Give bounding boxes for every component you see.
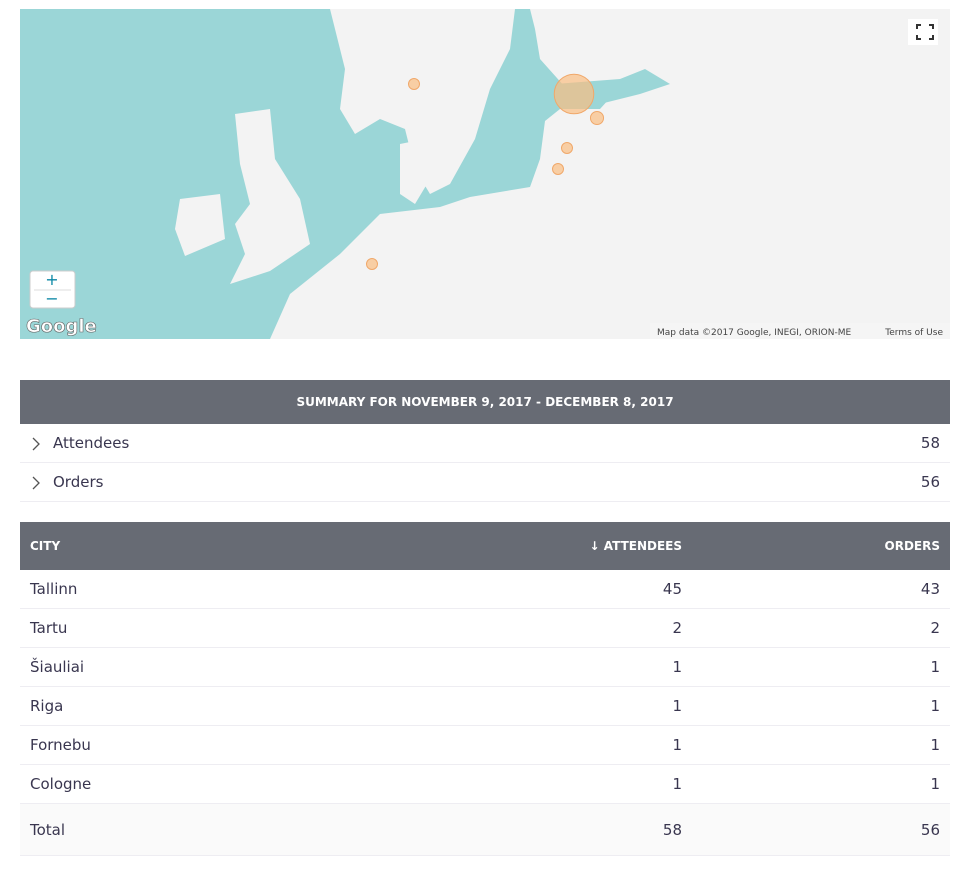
attendees: 1 <box>672 736 682 754</box>
fullscreen-button[interactable] <box>908 19 938 45</box>
terms-link[interactable]: Terms of Use <box>884 328 943 338</box>
city: Total <box>30 820 66 839</box>
attendees: 45 <box>662 580 682 598</box>
city-bubble[interactable] <box>589 110 605 126</box>
summary-header: SUMMARY FOR NOVEMBER 9, 2017 - DECEMBER … <box>20 380 950 424</box>
summary-value: 56 <box>920 473 940 491</box>
header-attendees[interactable]: ↓ ATTENDEES <box>589 539 682 553</box>
chevron-path <box>32 476 40 490</box>
attendees: 1 <box>672 697 682 715</box>
city-row: Šiauliai 1 1 <box>20 648 950 687</box>
city: Fornebu <box>30 736 91 754</box>
city-row: Fornebu 1 1 <box>20 726 950 765</box>
summary-title: SUMMARY FOR NOVEMBER 9, 2017 - DECEMBER … <box>296 395 674 409</box>
city: Tartu <box>30 619 68 637</box>
summary-label: Orders <box>53 473 104 491</box>
orders: 1 <box>930 658 940 676</box>
button-bg <box>908 19 938 45</box>
zoom-in[interactable]: + <box>45 270 58 289</box>
zoom-control: + − <box>29 270 76 309</box>
icon <box>916 24 934 40</box>
attendees: 58 <box>662 820 682 839</box>
summary-value: 58 <box>920 434 940 452</box>
land <box>400 139 430 204</box>
land <box>175 194 225 256</box>
google-logo: Google <box>26 316 97 337</box>
orders: 1 <box>930 775 940 793</box>
total-row: Total 58 56 <box>20 804 950 856</box>
city: Riga <box>30 697 64 715</box>
table-header: CITY ↓ ATTENDEES ORDERS <box>20 522 950 570</box>
city-row: Tartu 2 2 <box>20 609 950 648</box>
city-row: Cologne 1 1 <box>20 765 950 804</box>
attribution-bg <box>650 323 950 339</box>
header-city[interactable]: CITY <box>30 539 61 553</box>
orders: 1 <box>930 736 940 754</box>
orders: 43 <box>920 580 940 598</box>
zoom-out[interactable]: − <box>45 289 58 308</box>
city-bubble[interactable] <box>366 258 378 270</box>
city-bubble[interactable] <box>553 73 595 115</box>
chevron-path <box>32 437 40 451</box>
land <box>230 109 310 284</box>
summary-row[interactable]: Attendees 58 <box>20 424 950 463</box>
city-row: Riga 1 1 <box>20 687 950 726</box>
city-bubble[interactable] <box>552 163 564 175</box>
chevron[interactable] <box>31 476 41 490</box>
map: + − Google Map data ©2017 Google, INEGI,… <box>20 9 950 339</box>
summary-label: Attendees <box>53 434 130 452</box>
chevron[interactable] <box>31 437 41 451</box>
city: Šiauliai <box>30 658 85 676</box>
orders: 2 <box>930 619 940 637</box>
attendees: 1 <box>672 658 682 676</box>
attribution: Map data ©2017 Google, INEGI, ORION-ME <box>657 328 851 338</box>
summary-row[interactable]: Orders 56 <box>20 463 950 502</box>
land <box>270 9 950 339</box>
attendees: 2 <box>672 619 682 637</box>
attendees: 1 <box>672 775 682 793</box>
land <box>330 9 515 194</box>
city-bubble[interactable] <box>561 142 573 154</box>
city: Tallinn <box>30 580 78 598</box>
header-orders[interactable]: ORDERS <box>884 539 940 553</box>
city: Cologne <box>30 775 92 793</box>
city-row: Tallinn 45 43 <box>20 570 950 609</box>
city-bubble[interactable] <box>408 78 420 90</box>
orders: 1 <box>930 697 940 715</box>
orders: 56 <box>920 820 940 839</box>
